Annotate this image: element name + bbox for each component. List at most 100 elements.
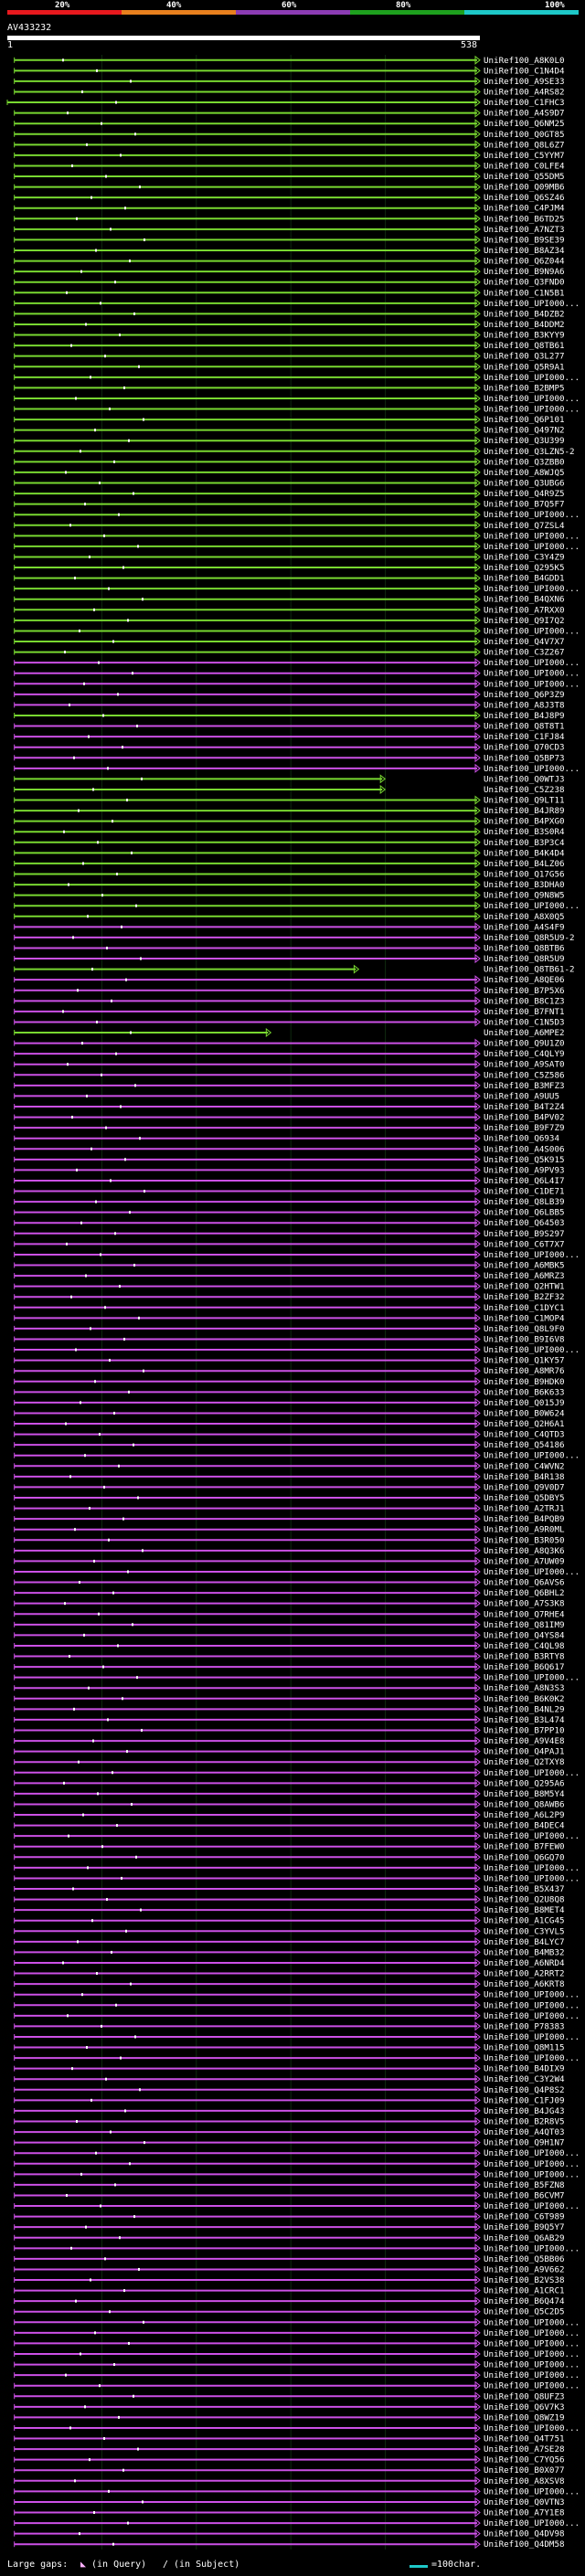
hit-label[interactable]: UniRef100_B7PP10 bbox=[484, 1725, 565, 1735]
hit-label[interactable]: UniRef100_UPI000... bbox=[484, 2370, 580, 2380]
hit-label[interactable]: UniRef100_B4JR89 bbox=[484, 806, 565, 816]
hit-label[interactable]: UniRef100_B2BMP5 bbox=[484, 383, 565, 393]
hit-label[interactable]: UniRef100_A4QT03 bbox=[484, 2127, 565, 2137]
hit-label[interactable]: UniRef100_A8J3T8 bbox=[484, 700, 565, 710]
hit-label[interactable]: UniRef100_B7FNT1 bbox=[484, 1007, 565, 1017]
hit-label[interactable]: UniRef100_B3KYY9 bbox=[484, 331, 565, 341]
hit-label[interactable]: UniRef100_B2R8V5 bbox=[484, 2117, 565, 2127]
hit-label[interactable]: UniRef100_Q6V7K3 bbox=[484, 2402, 565, 2412]
hit-label[interactable]: UniRef100_Q6AVS6 bbox=[484, 1578, 565, 1588]
hit-label[interactable]: UniRef100_B6Q474 bbox=[484, 2296, 565, 2306]
hit-label[interactable]: UniRef100_UPI000... bbox=[484, 2423, 580, 2433]
hit-label[interactable]: UniRef100_Q6P101 bbox=[484, 415, 565, 425]
hit-label[interactable]: UniRef100_B0X077 bbox=[484, 2465, 565, 2475]
hit-label[interactable]: UniRef100_A1CG45 bbox=[484, 1916, 565, 1926]
hit-label[interactable]: UniRef100_B7Q5F7 bbox=[484, 500, 565, 510]
hit-label[interactable]: UniRef100_B6K0K2 bbox=[484, 1694, 565, 1704]
hit-label[interactable]: UniRef100_Q4YS84 bbox=[484, 1630, 565, 1640]
hit-label[interactable]: UniRef100_UPI000... bbox=[484, 1567, 580, 1577]
hit-label[interactable]: UniRef100_B7FEW0 bbox=[484, 1842, 565, 1852]
hit-label[interactable]: UniRef100_C1FJ09 bbox=[484, 2095, 565, 2105]
hit-label[interactable]: UniRef100_Q4V7X7 bbox=[484, 637, 565, 647]
hit-label[interactable]: UniRef100_Q6Z044 bbox=[484, 257, 565, 267]
hit-label[interactable]: UniRef100_A1CRC1 bbox=[484, 2286, 565, 2296]
hit-label[interactable]: UniRef100_Q7ZSL4 bbox=[484, 521, 565, 531]
hit-label[interactable]: UniRef100_B6Q617 bbox=[484, 1662, 565, 1672]
hit-label[interactable]: UniRef100_Q9U1Z0 bbox=[484, 1039, 565, 1049]
hit-label[interactable]: UniRef100_UPI000... bbox=[484, 299, 580, 309]
hit-label[interactable]: UniRef100_B4K4D4 bbox=[484, 848, 565, 858]
hit-label[interactable]: UniRef100_B4DZB2 bbox=[484, 309, 565, 319]
hit-label[interactable]: UniRef100_Q3UBG6 bbox=[484, 478, 565, 488]
hit-label[interactable]: UniRef100_UPI000... bbox=[484, 1250, 580, 1260]
hit-label[interactable]: UniRef100_B8C1Z3 bbox=[484, 996, 565, 1006]
hit-label[interactable]: UniRef100_Q3L277 bbox=[484, 352, 565, 362]
hit-label[interactable]: UniRef100_C4QL98 bbox=[484, 1641, 565, 1651]
hit-label[interactable]: UniRef100_UPI000... bbox=[484, 394, 580, 404]
hit-label[interactable]: UniRef100_Q5BP73 bbox=[484, 753, 565, 763]
hit-label[interactable]: UniRef100_UPI000... bbox=[484, 510, 580, 520]
hit-label[interactable]: UniRef100_A4S4F9 bbox=[484, 922, 565, 932]
hit-label[interactable]: UniRef100_Q09MB6 bbox=[484, 183, 565, 193]
hit-label[interactable]: UniRef100_A4S006 bbox=[484, 1144, 565, 1154]
hit-label[interactable]: UniRef100_Q5C2D5 bbox=[484, 2307, 565, 2317]
hit-label[interactable]: UniRef100_UPI000... bbox=[484, 901, 580, 911]
hit-label[interactable]: UniRef100_Q8AWB6 bbox=[484, 1799, 565, 1809]
hit-label[interactable]: UniRef100_B9F7Z9 bbox=[484, 1123, 565, 1133]
hit-label[interactable]: UniRef100_Q295K5 bbox=[484, 563, 565, 573]
hit-label[interactable]: UniRef100_UPI000... bbox=[484, 2169, 580, 2179]
hit-label[interactable]: UniRef100_A2RRT2 bbox=[484, 1969, 565, 1979]
hit-label[interactable]: UniRef100_Q4R9Z5 bbox=[484, 489, 565, 499]
hit-label[interactable]: UniRef100_UPI000... bbox=[484, 542, 580, 552]
hit-label[interactable]: UniRef100_B6K633 bbox=[484, 1387, 565, 1397]
hit-label[interactable]: UniRef100_B4DEC4 bbox=[484, 1821, 565, 1831]
hit-label[interactable]: UniRef100_C4WVN2 bbox=[484, 1461, 565, 1471]
hit-label[interactable]: UniRef100_Q4DV98 bbox=[484, 2529, 565, 2539]
hit-label[interactable]: UniRef100_B4LYC7 bbox=[484, 1937, 565, 1947]
hit-label[interactable]: UniRef100_B6TD25 bbox=[484, 214, 565, 224]
hit-label[interactable]: UniRef100_B7P5X6 bbox=[484, 986, 565, 996]
hit-label[interactable]: UniRef100_Q6BHL2 bbox=[484, 1588, 565, 1598]
hit-label[interactable]: UniRef100_B6CVM7 bbox=[484, 2190, 565, 2200]
hit-label[interactable]: UniRef100_Q4PAJ1 bbox=[484, 1747, 565, 1757]
hit-label[interactable]: UniRef100_C4QTD3 bbox=[484, 1430, 565, 1440]
hit-label[interactable]: UniRef100_UPI000... bbox=[484, 2159, 580, 2169]
hit-label[interactable]: UniRef100_C7YQ56 bbox=[484, 2455, 565, 2465]
hit-label[interactable]: UniRef100_Q8LB39 bbox=[484, 1197, 565, 1207]
hit-label[interactable]: UniRef100_UPI000... bbox=[484, 2360, 580, 2370]
hit-label[interactable]: UniRef100_B3S0R4 bbox=[484, 827, 565, 837]
hit-label[interactable]: UniRef100_A7SE28 bbox=[484, 2444, 565, 2454]
hit-label[interactable]: UniRef100_C1FHC3 bbox=[484, 98, 565, 108]
hit-label[interactable]: UniRef100_B4PV02 bbox=[484, 1113, 565, 1123]
hit-label[interactable]: UniRef100_Q0WTJ3 bbox=[484, 774, 565, 784]
hit-label[interactable]: UniRef100_B4J8P9 bbox=[484, 711, 565, 721]
hit-label[interactable]: UniRef100_Q8TB61 bbox=[484, 341, 565, 351]
hit-label[interactable]: UniRef100_Q295A6 bbox=[484, 1778, 565, 1788]
hit-label[interactable]: UniRef100_A9V662 bbox=[484, 2264, 565, 2274]
hit-label[interactable]: UniRef100_B2VS38 bbox=[484, 2275, 565, 2285]
hit-label[interactable]: UniRef100_A8WJQ5 bbox=[484, 468, 565, 478]
hit-label[interactable]: UniRef100_Q0VTN3 bbox=[484, 2497, 565, 2507]
hit-label[interactable]: UniRef100_Q64503 bbox=[484, 1218, 565, 1228]
hit-label[interactable]: UniRef100_Q2HTW1 bbox=[484, 1282, 565, 1292]
hit-label[interactable]: UniRef100_Q6LBB5 bbox=[484, 1208, 565, 1218]
hit-label[interactable]: UniRef100_C5Z586 bbox=[484, 1070, 565, 1080]
hit-label[interactable]: UniRef100_C5YYM7 bbox=[484, 151, 565, 161]
hit-label[interactable]: UniRef100_C1N5D3 bbox=[484, 1017, 565, 1027]
hit-label[interactable]: UniRef100_UPI000... bbox=[484, 405, 580, 415]
hit-label[interactable]: UniRef100_Q54186 bbox=[484, 1440, 565, 1450]
hit-label[interactable]: UniRef100_Q9H1N7 bbox=[484, 2138, 565, 2148]
hit-label[interactable]: UniRef100_A8K0L0 bbox=[484, 56, 565, 66]
hit-label[interactable]: UniRef100_C3Y4Z9 bbox=[484, 552, 565, 562]
hit-label[interactable]: UniRef100_A4S9D7 bbox=[484, 109, 565, 119]
hit-label[interactable]: UniRef100_Q6SZ46 bbox=[484, 193, 565, 203]
hit-label[interactable]: UniRef100_A7UW09 bbox=[484, 1556, 565, 1566]
hit-label[interactable]: UniRef100_A8MR76 bbox=[484, 1366, 565, 1376]
hit-label[interactable]: UniRef100_B4MB32 bbox=[484, 1947, 565, 1957]
hit-label[interactable]: UniRef100_Q9V0D7 bbox=[484, 1482, 565, 1492]
hit-label[interactable]: UniRef100_B5FZN8 bbox=[484, 2180, 565, 2190]
hit-label[interactable]: UniRef100_B3DHA0 bbox=[484, 880, 565, 890]
hit-label[interactable]: UniRef100_UPI000... bbox=[484, 1873, 580, 1883]
hit-label[interactable]: UniRef100_Q2U8Q8 bbox=[484, 1895, 565, 1905]
hit-label[interactable]: UniRef100_Q8L6Z7 bbox=[484, 140, 565, 150]
